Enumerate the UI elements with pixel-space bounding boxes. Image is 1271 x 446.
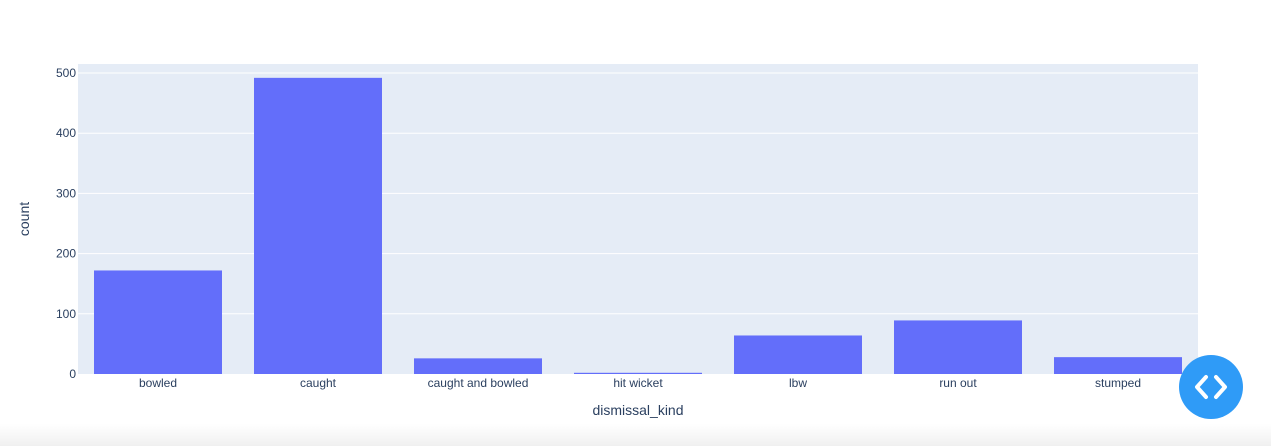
y-tick-label: 300 (56, 186, 76, 200)
y-tick-label: 200 (56, 247, 76, 261)
x-axis-title: dismissal_kind (592, 402, 683, 418)
y-axis-title: count (16, 202, 32, 236)
y-tick-label: 100 (56, 307, 76, 321)
bars (94, 77, 1182, 374)
x-tick-label: bowled (139, 376, 177, 390)
x-tick-label: hit wicket (613, 376, 663, 390)
bar-stumped[interactable] (1054, 357, 1182, 374)
bar-bowled[interactable] (94, 270, 222, 374)
y-axis-ticks: 0 100 200 300 400 500 (56, 66, 76, 381)
y-tick-label: 500 (56, 66, 76, 80)
bar-lbw[interactable] (734, 335, 862, 374)
x-tick-label: lbw (789, 376, 807, 390)
x-tick-label: stumped (1095, 376, 1141, 390)
y-tick-label: 0 (69, 367, 76, 381)
x-tick-label: run out (939, 376, 977, 390)
x-tick-label: caught and bowled (428, 376, 529, 390)
y-tick-label: 400 (56, 126, 76, 140)
code-toggle-button[interactable] (1179, 355, 1243, 419)
x-axis-ticks: bowled caught caught and bowled hit wicket l… (139, 376, 1141, 390)
plot-area (78, 64, 1198, 374)
bar-run-out[interactable] (894, 320, 1022, 374)
x-tick-label: caught (300, 376, 337, 390)
code-brackets-icon (1179, 355, 1243, 419)
bottom-shadow (0, 424, 1271, 446)
bar-hit-wicket[interactable] (574, 372, 702, 374)
bar-caught[interactable] (254, 77, 382, 374)
bar-caught-and-bowled[interactable] (414, 358, 542, 374)
